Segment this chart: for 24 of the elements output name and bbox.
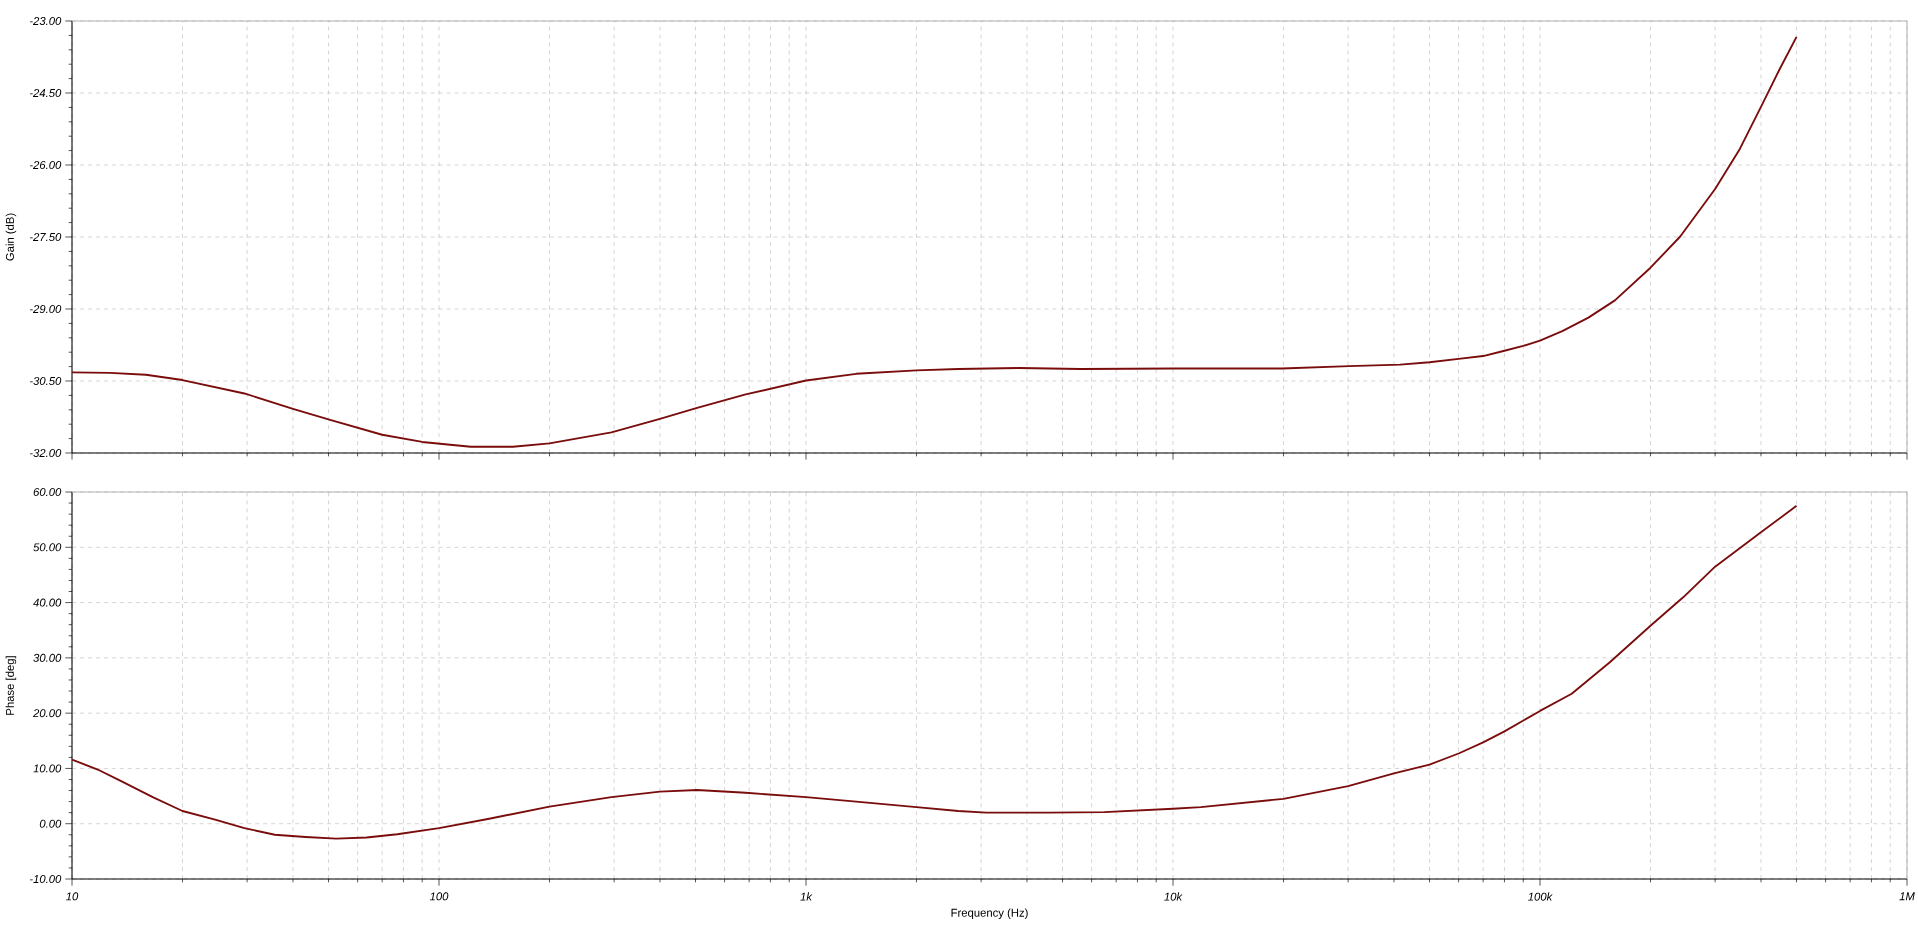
y-tick-label: -29.00: [29, 305, 62, 313]
y-tick-label: -24.50: [29, 89, 62, 97]
x-tick-label: 100k: [1528, 892, 1553, 901]
y-tick-label: 40.00: [33, 598, 62, 607]
y-axis-title: Gain (dB): [5, 213, 17, 261]
x-tick-label: 100: [429, 892, 449, 901]
y-tick-label: -27.50: [29, 233, 62, 241]
y-tick-label: 60.00: [33, 488, 62, 496]
y-tick-label: -10.00: [29, 875, 62, 883]
y-tick-label: 30.00: [33, 653, 62, 662]
y-tick-label: 50.00: [33, 543, 62, 552]
y-tick-label: -23.00: [29, 17, 62, 25]
y-axis-title: Phase [deg]: [5, 656, 17, 715]
x-tick-label: 1M: [1899, 892, 1915, 901]
y-tick-label: -32.00: [29, 449, 62, 457]
x-tick-label: 1k: [800, 892, 813, 901]
x-tick-label: 10k: [1164, 892, 1183, 901]
y-tick-label: -30.50: [29, 377, 62, 385]
x-axis-title: Frequency (Hz): [951, 908, 1028, 919]
y-tick-label: 10.00: [33, 764, 62, 773]
y-tick-label: 20.00: [33, 709, 62, 718]
y-tick-label: 0.00: [39, 819, 62, 828]
x-tick-label: 10: [66, 892, 79, 901]
y-tick-label: -26.00: [29, 161, 62, 169]
